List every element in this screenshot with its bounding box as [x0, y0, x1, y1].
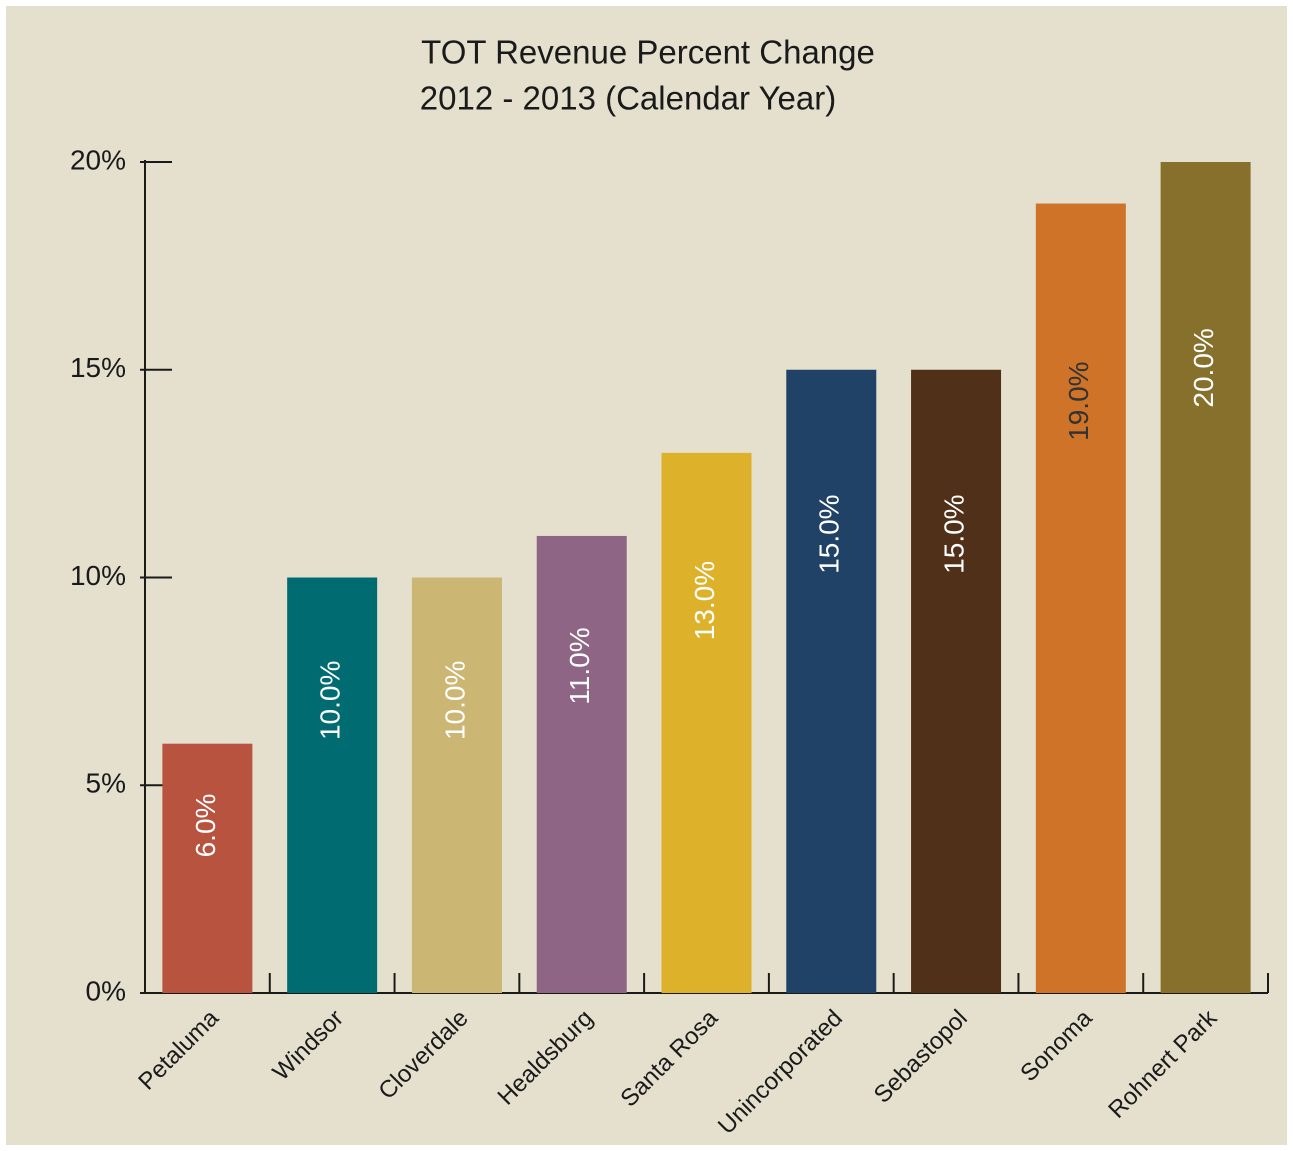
value-label: 13.0%	[689, 561, 720, 640]
y-tick-label: 10%	[70, 560, 126, 591]
bar	[162, 743, 253, 993]
bar	[786, 369, 877, 993]
bar	[536, 535, 627, 993]
bar	[1160, 162, 1251, 993]
bar	[661, 452, 752, 994]
value-label: 19.0%	[1063, 361, 1094, 440]
bar	[411, 577, 502, 993]
value-label: 10.0%	[439, 661, 470, 740]
value-label: 11.0%	[564, 627, 595, 704]
value-label: 20.0%	[1188, 328, 1219, 407]
y-tick-label: 5%	[86, 768, 126, 799]
value-label: 15.0%	[938, 494, 969, 573]
y-tick-label: 15%	[70, 352, 126, 383]
bar	[1035, 203, 1126, 994]
bar	[287, 577, 378, 993]
value-label: 10.0%	[315, 661, 346, 740]
bar	[911, 369, 1002, 993]
chart-title: TOT Revenue Percent Change	[421, 34, 875, 71]
value-label: 15.0%	[814, 494, 845, 573]
value-label: 6.0%	[190, 794, 221, 858]
y-tick-label: 0%	[86, 975, 126, 1006]
chart-subtitle: 2012 - 2013 (Calendar Year)	[420, 80, 836, 117]
y-tick-label: 20%	[70, 144, 126, 175]
